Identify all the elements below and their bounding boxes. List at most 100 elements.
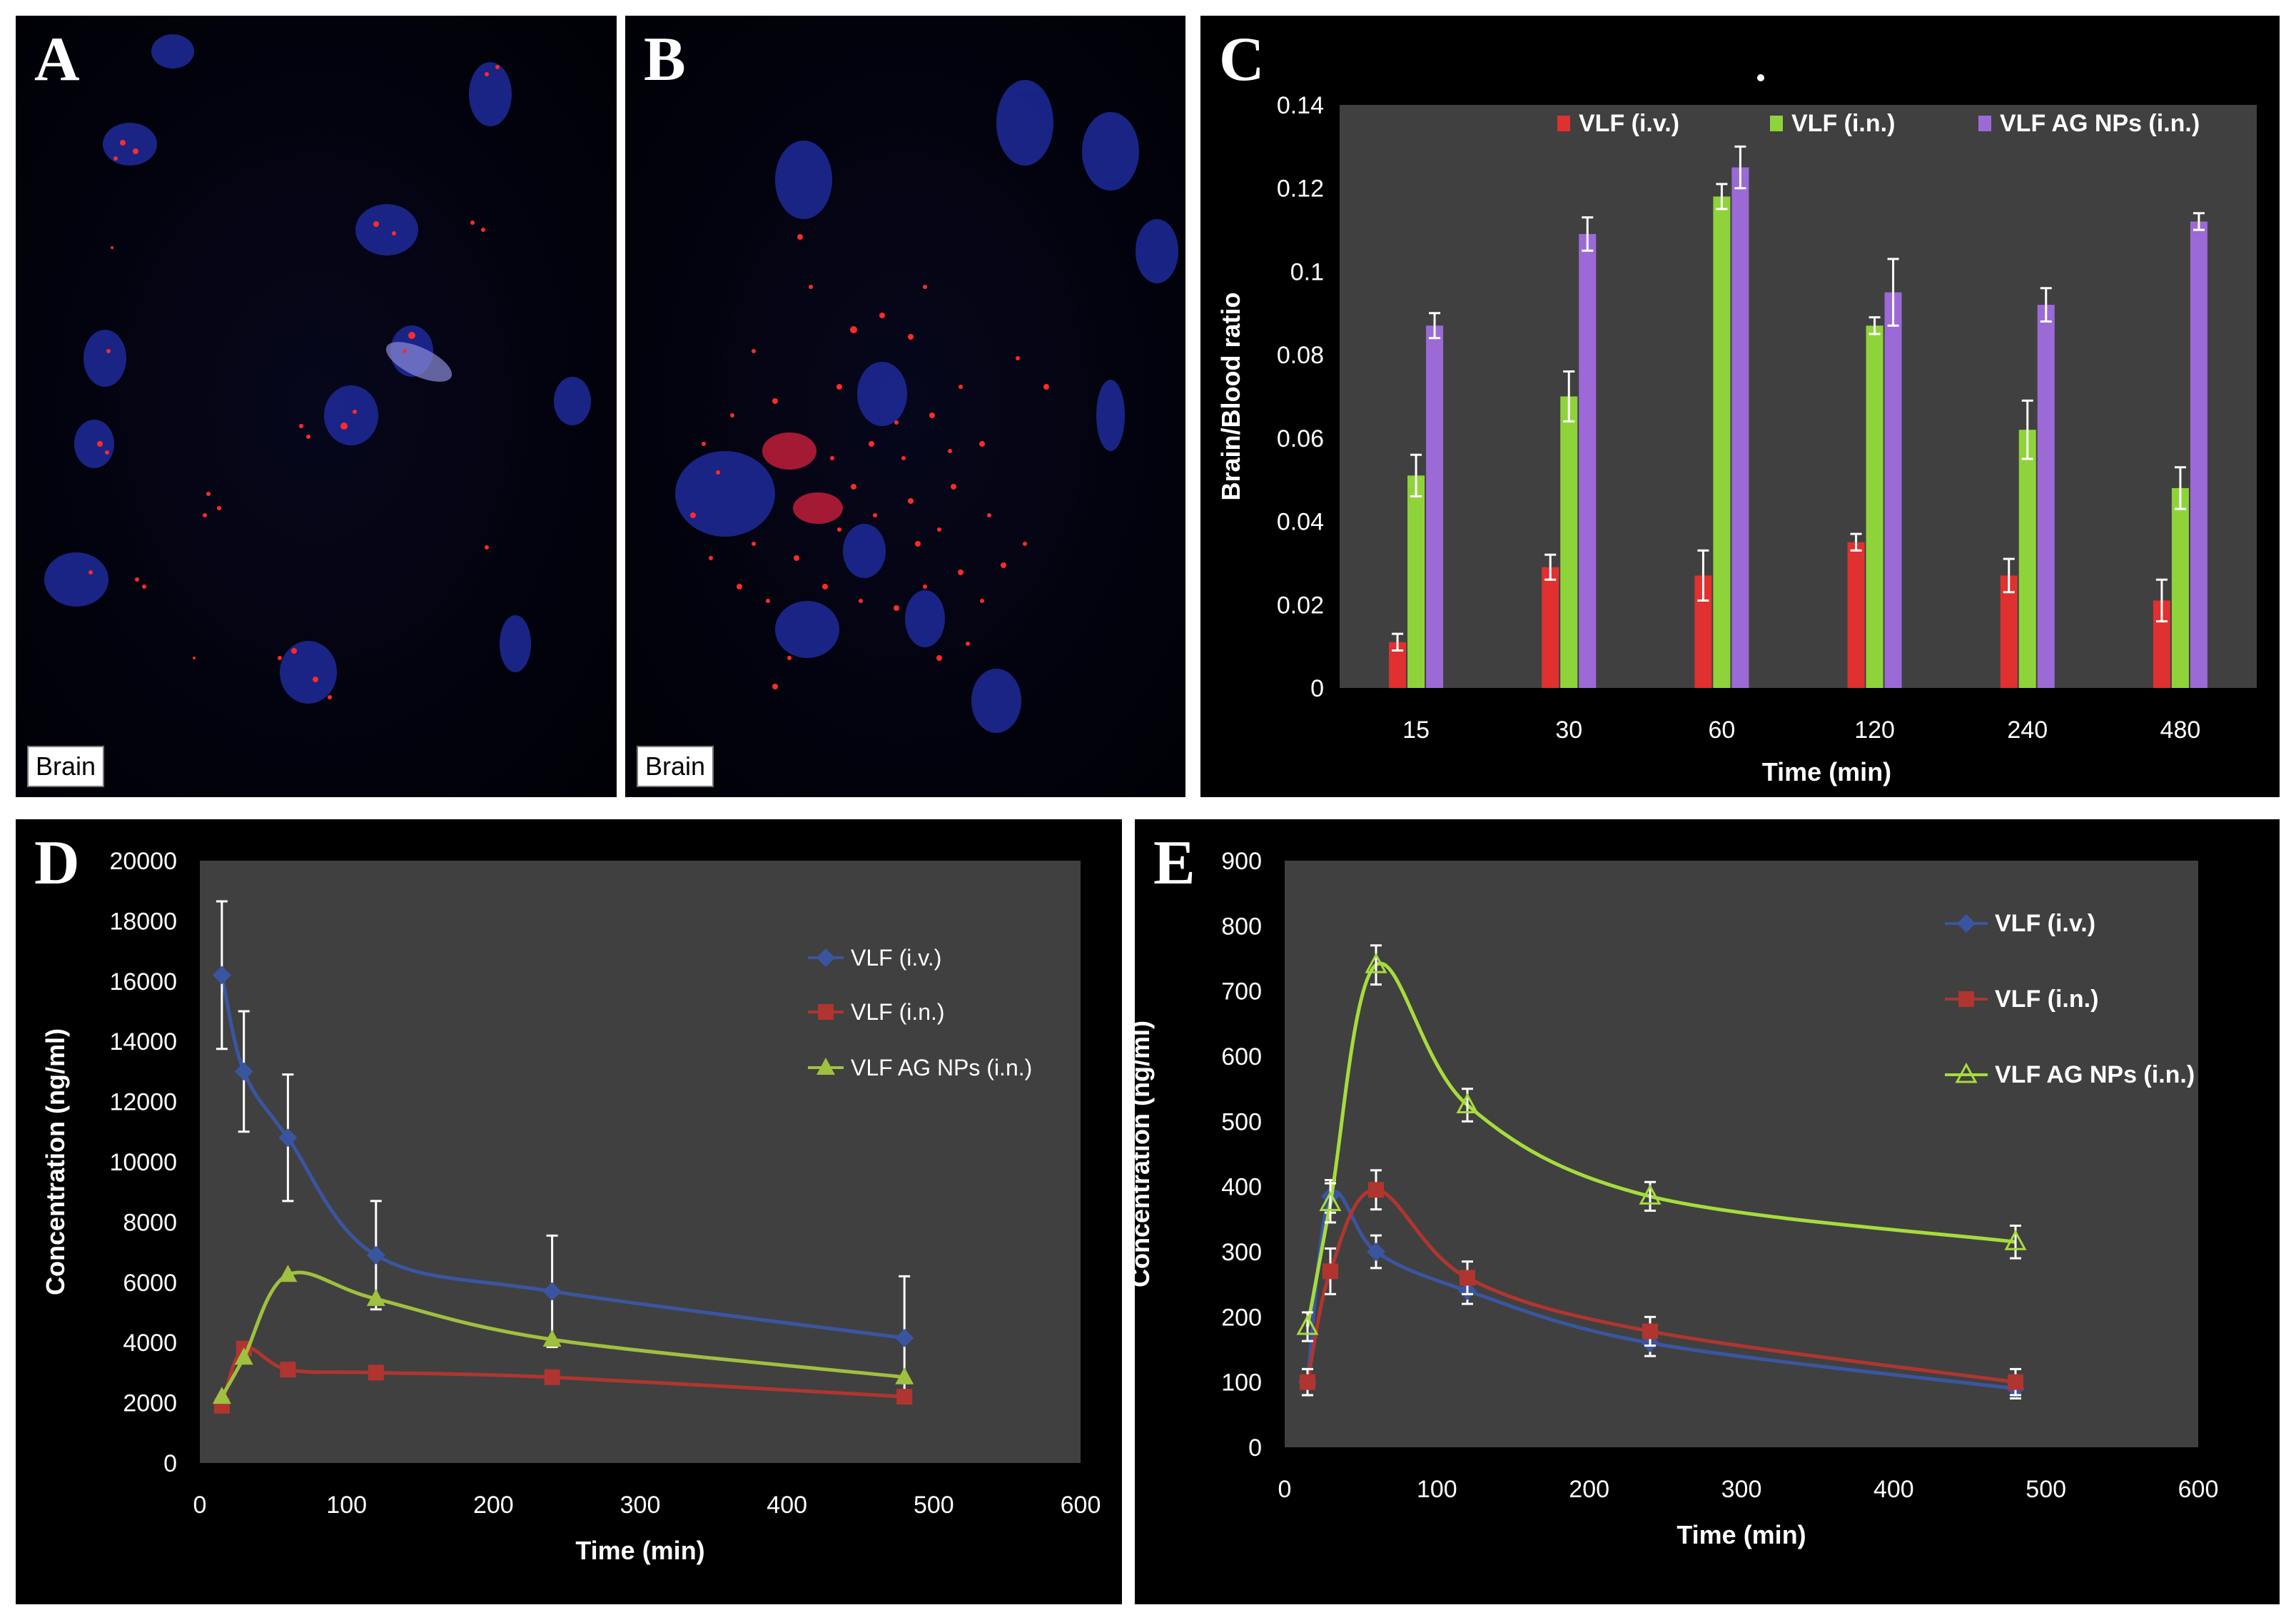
- data-point: [1642, 1323, 1658, 1340]
- panel-e: 0 100 200 300 400 500 600 700 800 900 0 100 200 300 40…: [1135, 819, 2280, 1604]
- chart-c: 0 0.02 0.04 0.06 0.08 0.1 0.12 0.14 15 30 60 120 240…: [1216, 74, 2257, 786]
- y-tick-label: 10000: [109, 1149, 177, 1176]
- data-point: [234, 1062, 253, 1081]
- y-tick-label: 0.12: [1277, 176, 1324, 203]
- chart-d: 0200040006000800010000120001400016000180…: [41, 848, 1101, 1565]
- data-point: [278, 1128, 298, 1148]
- x-tick-label: 15: [1402, 717, 1430, 744]
- bar: [1407, 475, 1425, 688]
- data-point: [1957, 914, 1976, 933]
- legend-label: VLF (i.v.): [1579, 110, 1679, 137]
- x-tick-label: 100: [326, 1492, 367, 1519]
- data-point: [280, 1362, 296, 1378]
- x-tick-label: 240: [2007, 717, 2048, 744]
- legend-swatch: [1557, 116, 1570, 131]
- x-tick-label: 600: [1061, 1492, 1101, 1519]
- y-tick-label: 2000: [123, 1390, 177, 1417]
- data-point: [1456, 1093, 1479, 1113]
- legend-label: VLF AG NPs (i.n.): [851, 1055, 1032, 1080]
- legend-label: VLF AG NPs (i.n.): [2000, 110, 2200, 137]
- panel-letter-a: A: [34, 25, 80, 94]
- data-point: [816, 948, 835, 967]
- panel-letter-e: E: [1153, 829, 1195, 898]
- legend-label: VLF (i.n.): [1791, 110, 1895, 137]
- x-axis-label: Time (min): [575, 1536, 704, 1565]
- y-tick-label: 0.14: [1277, 92, 1324, 119]
- plot-area: [1285, 861, 2198, 1447]
- bar: [2037, 305, 2055, 689]
- x-tick-label: 400: [1873, 1476, 1914, 1503]
- y-tick-label: 700: [1221, 978, 1262, 1006]
- bar: [1884, 292, 1902, 688]
- micrograph-b: [675, 80, 1178, 733]
- x-tick-label: 300: [620, 1492, 661, 1519]
- x-tick-label: 60: [1709, 717, 1736, 744]
- data-point: [542, 1282, 562, 1301]
- data-point: [212, 966, 231, 985]
- panel-d: 0 2000 4000 6000 8000 10000 12000 14000 16000 180…: [16, 819, 1122, 1604]
- legend-swatch: [1978, 116, 1991, 131]
- y-tick-label: 0.04: [1277, 509, 1324, 536]
- series-1: [1300, 1169, 2023, 1397]
- data-point: [1323, 1263, 1338, 1280]
- x-tick-label: 100: [1417, 1476, 1457, 1503]
- x-tick-label: 500: [914, 1492, 954, 1519]
- series-line: [1305, 1190, 2016, 1391]
- data-point: [234, 1347, 253, 1365]
- panel-letter-b: B: [644, 25, 686, 94]
- data-point: [1319, 1190, 1342, 1211]
- x-tick-label: 0: [193, 1492, 207, 1519]
- x-tick-label: 300: [1721, 1476, 1762, 1503]
- x-tick-label: 600: [2178, 1476, 2219, 1503]
- bar: [1579, 233, 1597, 689]
- plot-area: [200, 861, 1081, 1463]
- data-point: [1367, 1242, 1385, 1261]
- panel-letter-d: D: [34, 829, 80, 898]
- panel-letter-c: C: [1219, 25, 1265, 94]
- y-axis-label: Concentration (ng/ml): [1135, 1021, 1155, 1287]
- y-tick-label: 0: [1310, 675, 1324, 702]
- series-2: [212, 1265, 914, 1404]
- chart-e: 0 100 200 300 400 500 600 700 800 900 0 100 200 300 40…: [1135, 848, 2219, 1549]
- y-tick-label: 0: [1248, 1434, 1262, 1462]
- data-point: [1955, 1062, 1978, 1083]
- legend-label: VLF (i.v.): [851, 945, 941, 971]
- micrograph-a: [44, 34, 591, 704]
- x-tick-label: 400: [767, 1492, 807, 1519]
- data-point: [278, 1265, 298, 1282]
- data-point: [1958, 991, 1974, 1007]
- panel-c: 0 0.02 0.04 0.06 0.08 0.1 0.12 0.14 15 30 60 120 240…: [1200, 16, 2280, 797]
- data-point: [366, 1289, 385, 1307]
- legend-label: VLF (i.n.): [1995, 986, 2098, 1013]
- data-point: [212, 1387, 231, 1404]
- x-tick-label: 0: [1278, 1476, 1292, 1503]
- series-line: [220, 1270, 905, 1398]
- data-point: [818, 1004, 834, 1020]
- brain-label-a: Brain: [27, 746, 105, 787]
- y-tick-label: 16000: [109, 968, 177, 996]
- y-tick-label: 300: [1221, 1239, 1262, 1266]
- x-tick-label: 200: [473, 1492, 514, 1519]
- y-tick-label: 4000: [123, 1330, 177, 1357]
- data-point: [895, 1367, 914, 1384]
- legend-label: VLF (i.n.): [851, 999, 945, 1025]
- y-tick-label: 0.02: [1277, 592, 1324, 619]
- y-tick-label: 900: [1221, 848, 1262, 875]
- legend-swatch: [1770, 116, 1783, 131]
- plot-area: [1340, 105, 2257, 688]
- y-tick-label: 800: [1221, 913, 1262, 940]
- data-point: [896, 1389, 913, 1405]
- y-tick-label: 6000: [123, 1270, 177, 1297]
- y-tick-label: 200: [1221, 1304, 1262, 1331]
- data-point: [1639, 1184, 1662, 1205]
- x-tick-label: 120: [1854, 717, 1895, 744]
- y-axis-label: Brain/Blood ratio: [1216, 292, 1245, 500]
- data-point: [542, 1329, 562, 1347]
- x-axis-label: Time (min): [1762, 757, 1891, 786]
- x-tick-label: 200: [1569, 1476, 1609, 1503]
- y-tick-label: 20000: [109, 848, 177, 875]
- bar: [1847, 542, 1865, 688]
- series-0: [212, 900, 914, 1401]
- series-2: [1296, 944, 2027, 1342]
- data-point: [544, 1369, 560, 1385]
